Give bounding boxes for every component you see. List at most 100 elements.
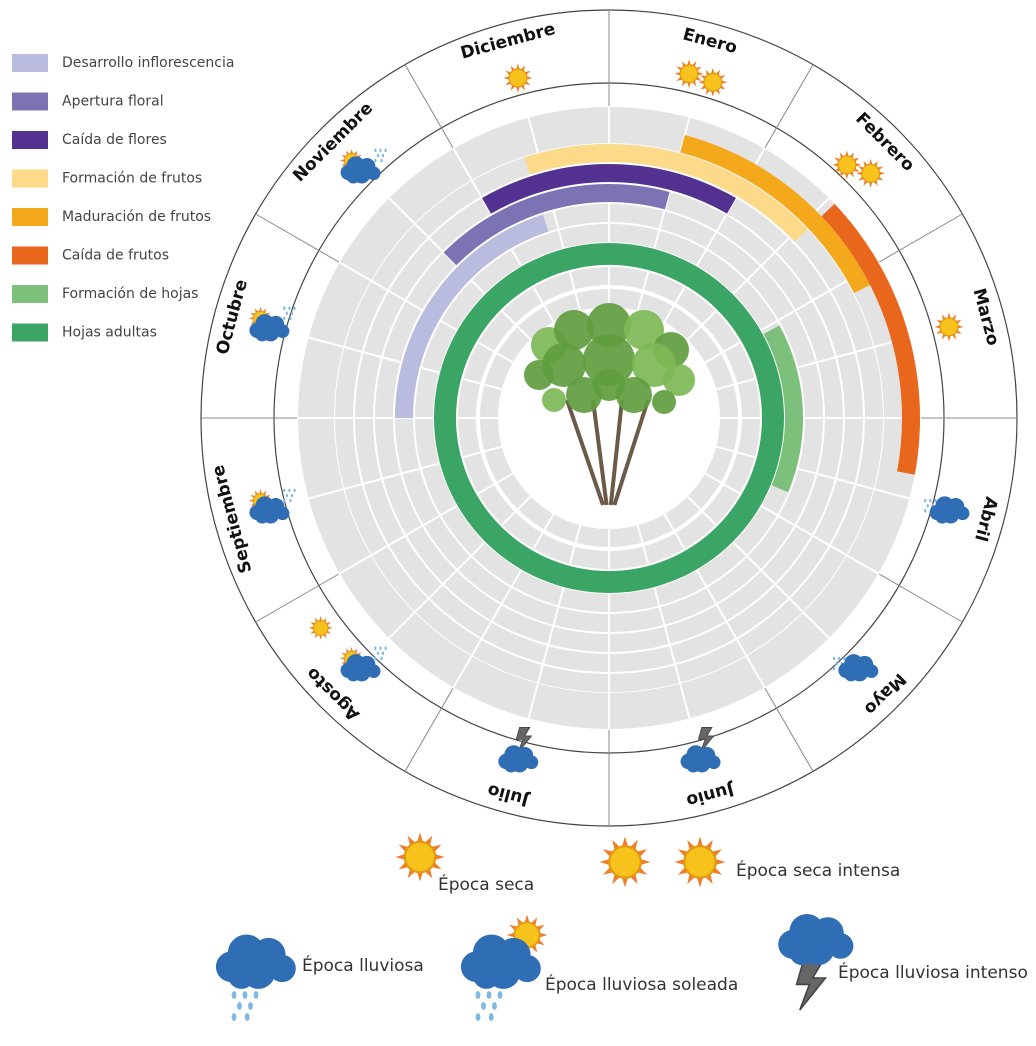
legend-label: Hojas adultas bbox=[62, 325, 157, 341]
rain-icon bbox=[231, 991, 259, 1021]
rain-drop bbox=[381, 651, 385, 656]
legend-swatch bbox=[12, 208, 48, 226]
legend-label: Maduración de frutos bbox=[62, 209, 211, 225]
sun-ray bbox=[934, 325, 941, 329]
sun-ray bbox=[416, 832, 424, 843]
rain-drop bbox=[290, 311, 294, 316]
tree-leaves bbox=[587, 303, 631, 347]
month-label: Octubre bbox=[213, 277, 252, 356]
sun-icon bbox=[856, 158, 886, 188]
tree-leaves bbox=[624, 310, 664, 350]
rain-drop bbox=[475, 1013, 481, 1021]
sun-ray bbox=[319, 634, 323, 640]
month-divider bbox=[875, 571, 963, 623]
sun-ray bbox=[350, 149, 354, 154]
sun-ray bbox=[844, 173, 849, 180]
rain-drop bbox=[244, 1013, 250, 1021]
month-label: Julio bbox=[485, 780, 531, 810]
tree-leaves bbox=[566, 377, 602, 413]
sun-ray bbox=[503, 76, 510, 80]
rain-icon bbox=[283, 488, 296, 503]
rain-drop bbox=[384, 148, 387, 153]
sun-ray bbox=[395, 853, 406, 861]
sun-disc bbox=[837, 155, 857, 175]
sun-ray bbox=[698, 80, 705, 85]
month-divider bbox=[404, 684, 456, 772]
rain-drop bbox=[283, 306, 286, 310]
cloud-part bbox=[864, 664, 879, 678]
tree-trunk bbox=[608, 399, 624, 506]
cloud-part bbox=[275, 506, 290, 521]
month-label: Diciembre bbox=[459, 19, 558, 63]
rain-drop bbox=[289, 316, 292, 321]
cloud-icon bbox=[249, 496, 290, 524]
phase-arc bbox=[482, 163, 736, 214]
tree-trunk bbox=[612, 399, 650, 506]
tree-leaves bbox=[632, 343, 676, 387]
sun-ray bbox=[856, 171, 863, 176]
sun-icon bbox=[308, 615, 333, 640]
rain-drop bbox=[285, 493, 288, 498]
cloud-icon bbox=[340, 654, 381, 682]
cloud-part bbox=[472, 961, 500, 989]
rain-drop bbox=[237, 1002, 242, 1010]
band-divider bbox=[702, 471, 880, 575]
rain-drop bbox=[374, 656, 377, 661]
sun-ray bbox=[416, 871, 424, 882]
weather-label: Época lluviosa bbox=[302, 954, 424, 976]
bolt bbox=[795, 961, 828, 1011]
legend-swatch bbox=[12, 285, 48, 303]
band-divider bbox=[452, 511, 556, 689]
month-divider bbox=[762, 684, 814, 772]
bolt-icon bbox=[795, 961, 828, 1011]
sun-ray bbox=[516, 63, 520, 70]
rain-drop bbox=[381, 153, 385, 158]
cloud-part bbox=[844, 667, 858, 682]
sun-ray bbox=[696, 876, 704, 888]
rain-drop bbox=[289, 498, 292, 503]
rain-icon bbox=[475, 991, 503, 1021]
tree-leaves bbox=[593, 369, 625, 401]
sun-ray bbox=[319, 615, 323, 622]
rain-drop bbox=[838, 656, 841, 661]
tree-leaves bbox=[583, 334, 635, 386]
rain-drop bbox=[374, 148, 377, 153]
month-divider bbox=[762, 64, 814, 152]
rain-drop bbox=[929, 498, 932, 503]
sun-ray bbox=[538, 932, 548, 938]
sun-ray bbox=[947, 335, 951, 342]
bolt-icon bbox=[515, 726, 533, 754]
sun-ray bbox=[340, 656, 345, 660]
sun-ray bbox=[878, 171, 886, 176]
rain-drop bbox=[379, 646, 382, 650]
rain-drop bbox=[376, 651, 380, 656]
cloud-part bbox=[513, 954, 541, 983]
cloud-part bbox=[706, 755, 721, 770]
rain-drop bbox=[492, 1002, 497, 1010]
sun-icon bbox=[674, 59, 704, 89]
rain-drop bbox=[242, 991, 248, 999]
rain-icon bbox=[374, 646, 387, 661]
sun-ray bbox=[308, 626, 314, 630]
sun-ray bbox=[687, 59, 691, 66]
sun-icon bbox=[395, 832, 445, 882]
rain-drop bbox=[379, 148, 382, 153]
phase-arc bbox=[763, 325, 803, 493]
legend: Desarrollo inflorescencia Apertura floral… bbox=[12, 54, 234, 342]
band-divider bbox=[635, 522, 691, 720]
sun-icon bbox=[698, 67, 728, 97]
cloud-part bbox=[935, 509, 950, 524]
rain-drop bbox=[285, 311, 288, 316]
sun-ray bbox=[710, 90, 715, 97]
tree-trunk bbox=[565, 399, 605, 506]
rain-drop bbox=[380, 158, 383, 163]
sun-ray bbox=[248, 499, 254, 503]
sun-ray bbox=[259, 489, 262, 494]
cloud-part bbox=[789, 939, 815, 966]
month-label: Abril bbox=[970, 494, 1001, 543]
tree-leaves bbox=[542, 343, 586, 387]
rain-drop bbox=[290, 493, 294, 498]
sun-disc bbox=[703, 72, 723, 92]
weather-label: Época lluviosa soleada bbox=[545, 973, 738, 995]
